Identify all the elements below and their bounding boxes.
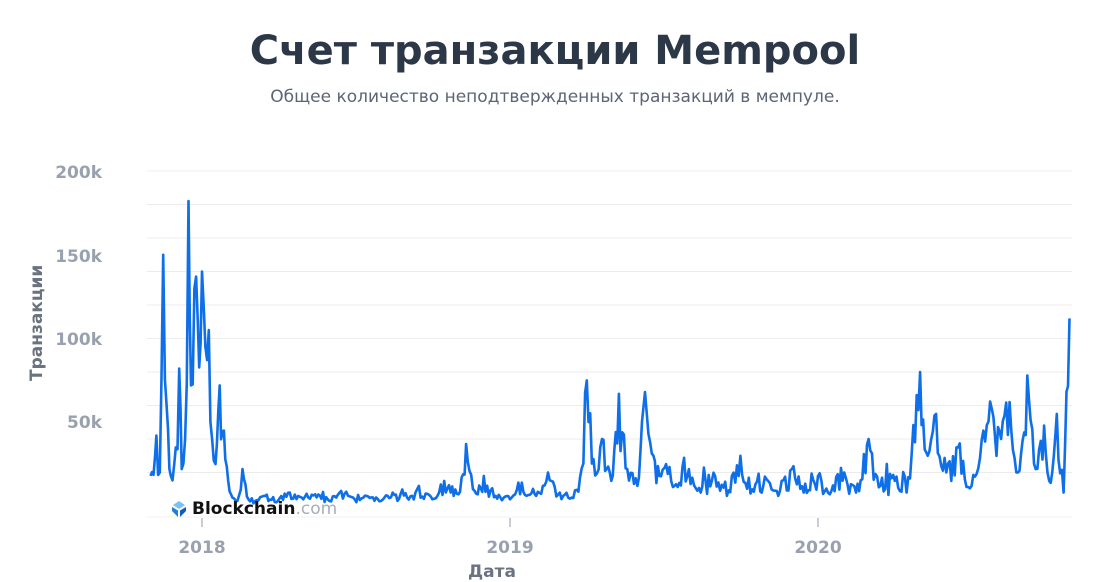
x-tick-2019: 2019	[486, 538, 534, 558]
watermark-suffix: .com	[295, 499, 338, 519]
y-tick-200k: 200k	[55, 163, 102, 183]
x-axis-ticks	[201, 518, 819, 527]
x-tick-2020: 2020	[794, 538, 842, 558]
y-tick-100k: 100k	[55, 330, 102, 350]
chart-title: Счет транзакции Mempool	[249, 28, 861, 74]
y-tick-50k: 50k	[67, 413, 102, 433]
plot-area[interactable]	[0, 0, 1094, 570]
chart-subtitle: Общее количество неподтвержденных транза…	[270, 87, 840, 107]
watermark-brand: Blockchain	[192, 499, 296, 519]
x-axis-label: Дата	[468, 562, 516, 582]
blockchain-logo-icon	[172, 501, 186, 517]
y-tick-150k: 150k	[55, 247, 102, 267]
gridlines	[147, 170, 1072, 518]
x-tick-2018: 2018	[178, 538, 226, 558]
blockchain-watermark: Blockchain.com	[170, 499, 337, 519]
mempool-series-line[interactable]	[149, 199, 1071, 505]
